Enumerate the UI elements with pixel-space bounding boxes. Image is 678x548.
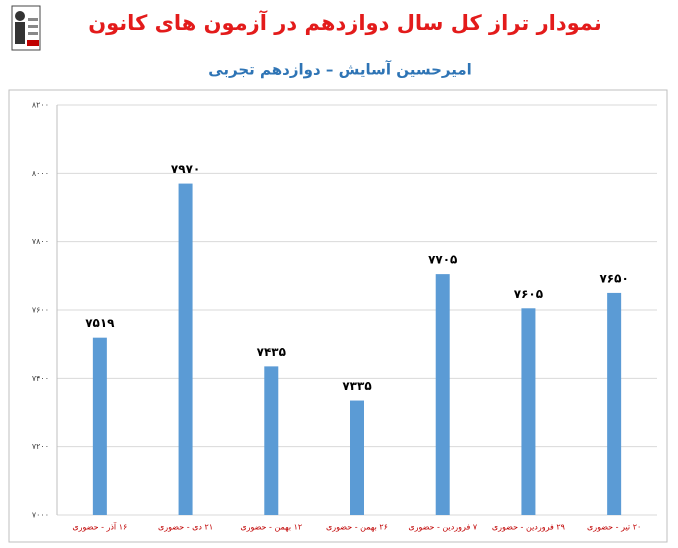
x-tick-label: ۱۲ بهمن - حضوری [240,523,302,532]
data-label: ۷۶۰۵ [514,287,543,301]
data-label: ۷۵۱۹ [85,316,115,330]
bar [521,308,536,515]
chart-title: نمودار تراز کل سال دوازدهم در آزمون های … [88,10,602,35]
chart-subtitle: امیرحسین آسایش – دوازدهم تجربی [208,61,472,79]
x-tick-label: ۲۹ فروردین - حضوری [492,523,565,532]
y-tick-label: ۷۲۰۰ [32,442,49,451]
bar [435,274,450,515]
bar [178,183,193,516]
data-label: ۷۷۰۵ [428,253,457,267]
data-label: ۷۹۷۰ [171,162,200,176]
x-tick-label: ۷ فروردین - حضوری [408,523,478,532]
y-tick-label: ۸۰۰۰ [32,169,49,178]
x-tick-label: ۲۶ بهمن - حضوری [326,523,388,532]
y-tick-label: ۷۴۰۰ [32,374,49,383]
x-tick-label: ۱۶ آذر - حضوری [72,522,127,532]
x-tick-label: ۲۰ تیر - حضوری [587,523,641,532]
data-label: ۷۳۳۵ [342,379,371,393]
y-tick-label: ۷۸۰۰ [32,237,49,246]
bar [92,337,107,515]
data-label: ۷۴۳۵ [257,345,286,359]
y-tick-label: ۷۶۰۰ [32,306,49,315]
y-tick-label: ۸۲۰۰ [32,101,49,110]
chart-border [8,89,668,543]
y-tick-label: ۷۰۰۰ [32,511,49,520]
x-tick-label: ۲۱ دی - حضوری [158,523,213,532]
data-label: ۷۶۵۰ [599,271,628,285]
bar [350,400,364,515]
bar [264,366,279,515]
logo [11,5,41,51]
bar [607,292,622,515]
